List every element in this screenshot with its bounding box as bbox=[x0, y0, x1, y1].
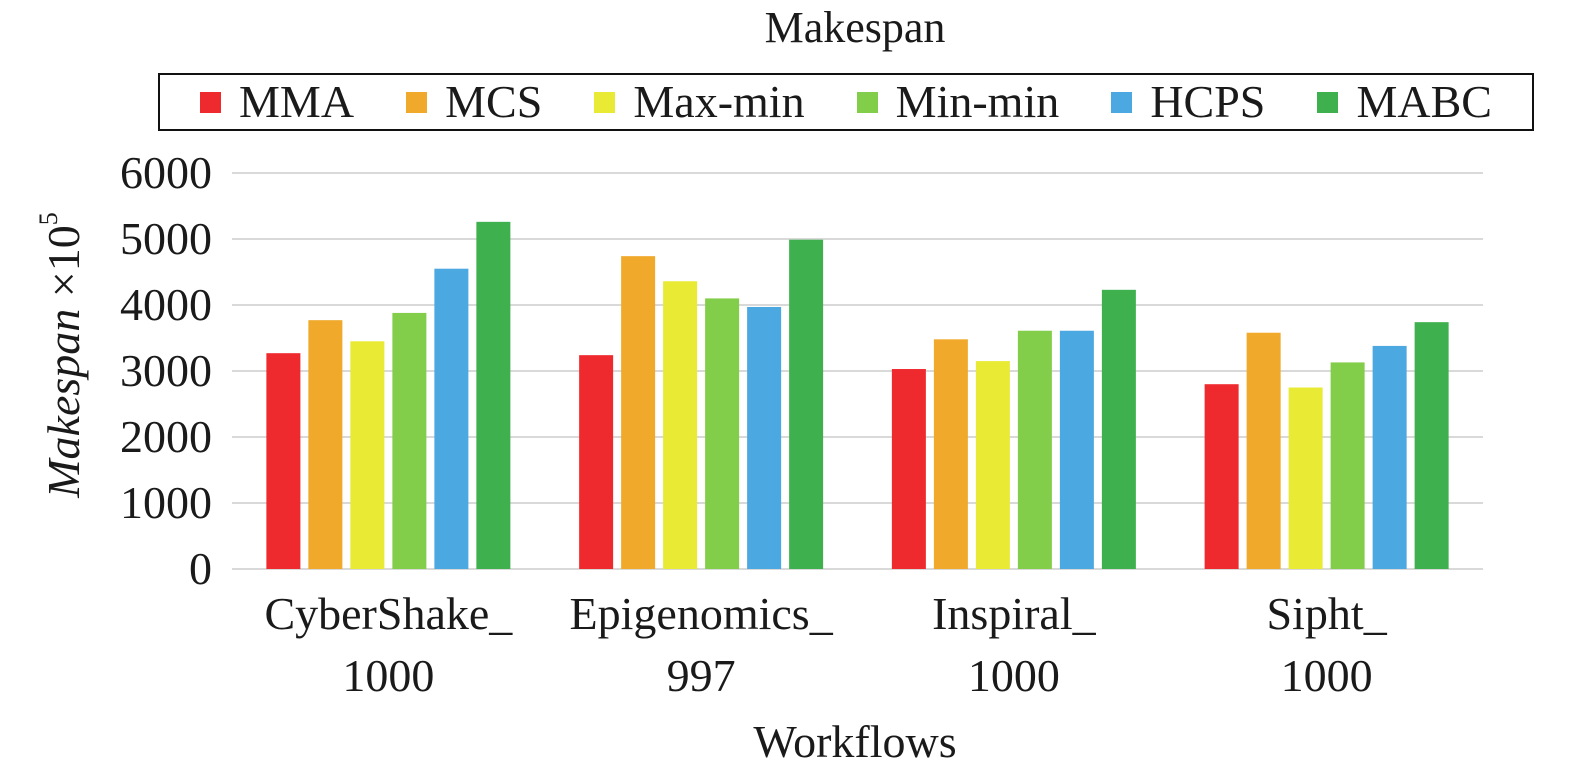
bar-min-min-1 bbox=[705, 298, 740, 569]
bar-mabc-1 bbox=[789, 239, 824, 569]
bar-max-min-2 bbox=[975, 361, 1010, 569]
bar-max-min-0 bbox=[350, 341, 385, 569]
x-tick-label: Sipht_ bbox=[1266, 588, 1387, 639]
legend-item-max-min: Max-min bbox=[594, 76, 805, 127]
y-tick-label: 5000 bbox=[120, 213, 212, 264]
bar-min-min-0 bbox=[392, 312, 427, 569]
legend-item-mcs: MCS bbox=[406, 77, 542, 127]
bar-mcs-2 bbox=[933, 339, 968, 569]
bar-mma-2 bbox=[891, 369, 926, 569]
bar-mcs-0 bbox=[308, 320, 343, 569]
chart-title: Makespan bbox=[764, 3, 946, 52]
bar-mma-1 bbox=[579, 355, 614, 569]
y-tick-label: 4000 bbox=[120, 279, 212, 330]
x-tick-label: 1000 bbox=[1280, 650, 1373, 701]
y-tick-label: 0 bbox=[189, 543, 212, 594]
legend-item-mma: MMA bbox=[200, 77, 354, 127]
legend-swatch-hcps bbox=[1111, 91, 1133, 113]
x-tick-label: Inspiral_ bbox=[932, 588, 1096, 639]
y-tick-label: 1000 bbox=[120, 477, 212, 528]
legend-label-mma: MMA bbox=[239, 76, 355, 127]
legend-item-hcps: HCPS bbox=[1111, 77, 1265, 127]
legend-swatch-mma bbox=[200, 91, 222, 113]
legend-label-hcps: HCPS bbox=[1150, 76, 1266, 127]
y-tick-label: 2000 bbox=[120, 411, 212, 462]
x-tick-label: Epigenomics_ bbox=[569, 588, 833, 639]
legend-swatch-mabc bbox=[1317, 91, 1339, 113]
legend-label-max-min: Max-min bbox=[633, 76, 805, 127]
x-tick-label: 1000 bbox=[342, 650, 435, 701]
bar-hcps-0 bbox=[434, 268, 469, 569]
x-tick-label: 997 bbox=[666, 650, 736, 701]
legend-swatch-min-min bbox=[856, 91, 878, 113]
x-axis-label: Workflows bbox=[753, 716, 957, 767]
bar-mabc-3 bbox=[1414, 322, 1449, 569]
legend-item-min-min: Min-min bbox=[856, 76, 1060, 127]
y-tick-label: 6000 bbox=[120, 147, 212, 198]
bar-mcs-3 bbox=[1246, 332, 1281, 569]
x-tick-label: CyberShake_ bbox=[264, 588, 513, 639]
bar-hcps-2 bbox=[1059, 330, 1094, 569]
legend-swatch-mcs bbox=[406, 91, 428, 113]
bar-max-min-1 bbox=[663, 281, 698, 569]
legend-label-min-min: Min-min bbox=[895, 76, 1060, 127]
x-tick-label: 1000 bbox=[967, 650, 1060, 701]
bar-min-min-3 bbox=[1330, 362, 1365, 569]
bar-hcps-1 bbox=[747, 306, 782, 569]
bar-max-min-3 bbox=[1288, 387, 1323, 569]
bar-hcps-3 bbox=[1372, 345, 1407, 569]
bars bbox=[266, 221, 1449, 569]
legend-item-mabc: MABC bbox=[1317, 76, 1492, 127]
bar-mma-3 bbox=[1204, 384, 1239, 569]
bar-mabc-0 bbox=[476, 221, 511, 569]
legend-label-mabc: MABC bbox=[1356, 76, 1492, 127]
legend: MMA MCS Max-min Min-min HCPS MABC bbox=[158, 73, 1534, 131]
legend-swatch-max-min bbox=[594, 91, 616, 113]
bar-min-min-2 bbox=[1017, 330, 1052, 569]
bar-mcs-1 bbox=[621, 256, 656, 569]
y-tick-labels: 0 1000 2000 3000 4000 5000 6000 bbox=[120, 147, 212, 594]
y-tick-label: 3000 bbox=[120, 345, 212, 396]
bar-mabc-2 bbox=[1101, 289, 1136, 569]
bar-mma-0 bbox=[266, 353, 301, 569]
legend-label-mcs: MCS bbox=[445, 76, 543, 127]
